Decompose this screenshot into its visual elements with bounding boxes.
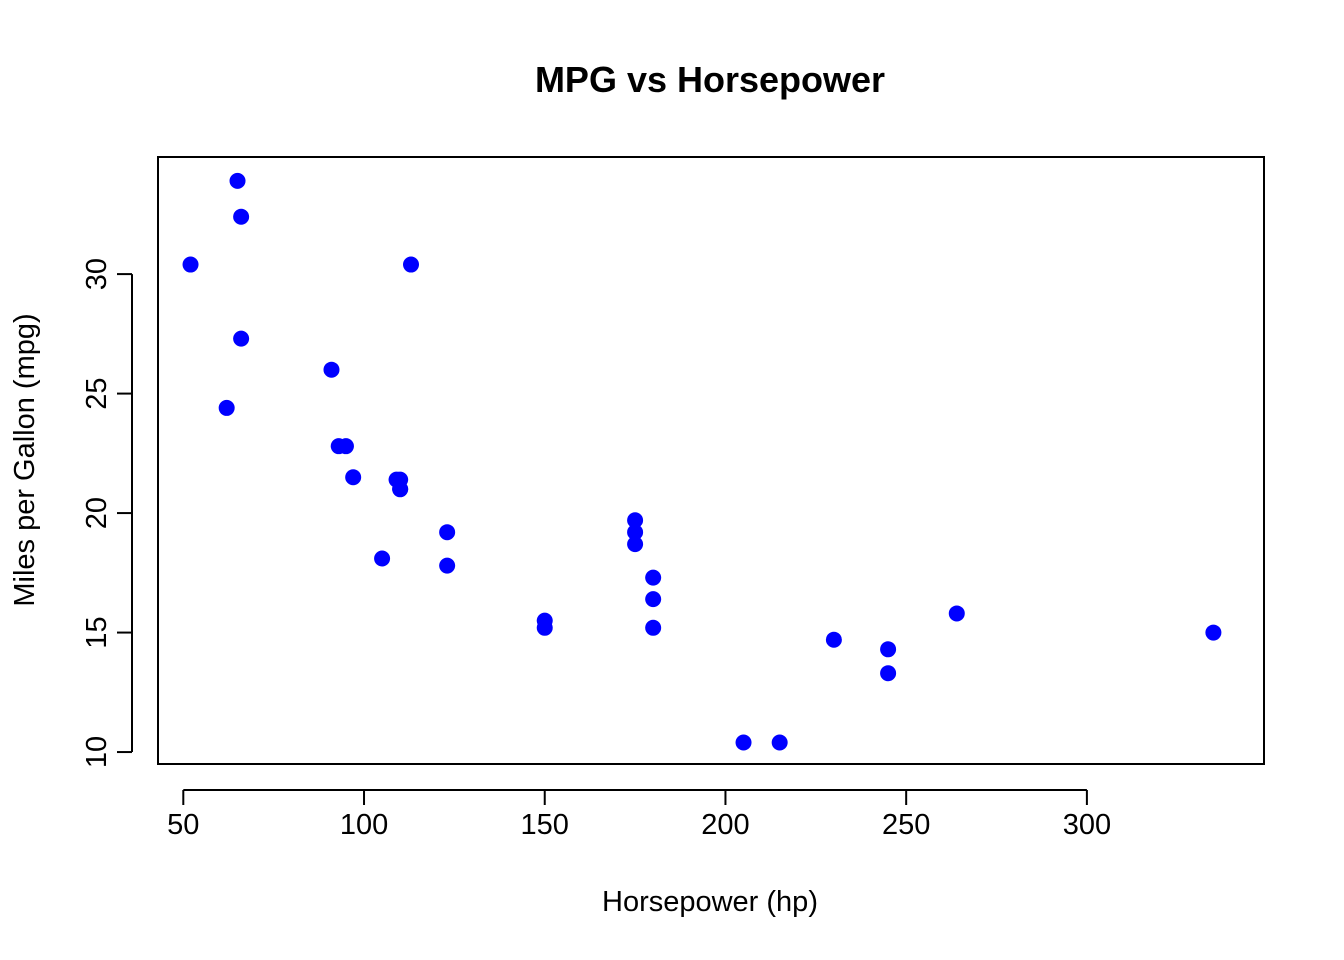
data-point [735,734,752,751]
data-point [645,591,662,608]
x-tick-label: 100 [340,809,388,841]
data-point [627,512,644,529]
data-points [182,172,1222,751]
x-tick-label: 200 [701,809,749,841]
x-tick-label: 50 [167,809,199,841]
data-point [645,569,662,586]
data-point [880,665,897,682]
y-tick-label: 20 [81,497,113,529]
data-point [403,256,420,273]
data-point [337,438,354,455]
data-point [439,524,456,541]
data-point [825,631,842,648]
y-tick-label: 25 [81,377,113,409]
data-point [229,172,246,189]
x-tick-label: 300 [1063,809,1111,841]
data-point [323,361,340,378]
data-point [233,330,250,347]
x-axis: 50 100 150 200 250 300 [167,789,1111,841]
data-point [645,619,662,636]
x-tick-label: 250 [882,809,930,841]
data-point [627,524,644,541]
data-point [880,641,897,658]
chart-title: MPG vs Horsepower [535,59,885,100]
y-tick-label: 15 [81,616,113,648]
y-axis-label: Miles per Gallon (mpg) [9,313,41,606]
data-point [627,536,644,553]
data-point [948,605,965,622]
data-point [388,471,405,488]
data-point [374,550,391,567]
x-axis-label: Horsepower (hp) [602,886,818,918]
data-point [233,208,250,225]
data-point [345,469,362,486]
data-point [771,734,788,751]
data-point [218,399,235,416]
y-axis: 10 15 20 25 30 [81,258,133,768]
data-point [536,619,553,636]
plot-frame [157,156,1265,765]
data-point [1205,624,1222,641]
y-tick-label: 10 [81,736,113,768]
x-tick-label: 150 [521,809,569,841]
data-point [439,557,456,574]
data-point [182,256,199,273]
y-tick-label: 30 [81,258,113,290]
